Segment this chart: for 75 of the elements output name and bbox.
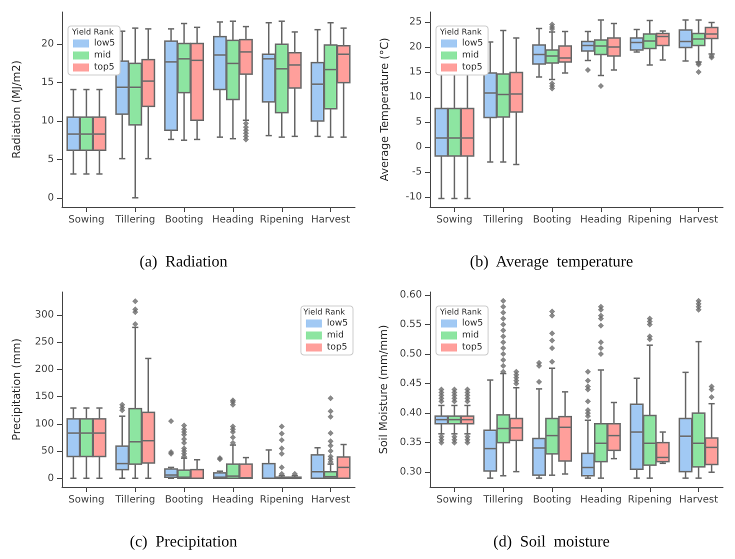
y-tick-label: 10 <box>409 92 422 102</box>
text: (b) Average temperature <box>470 254 634 270</box>
x-tick-label: Ripening <box>260 494 304 506</box>
y-tick-label: 0.40 <box>400 408 422 419</box>
legend-label: top5 <box>326 342 348 352</box>
legend-title: Yield Rank <box>71 28 114 36</box>
y-tick-label: 5 <box>48 154 54 165</box>
legend-label: low5 <box>462 318 484 328</box>
y-tick-label: 200 <box>34 364 54 375</box>
x-tick-label: Heading <box>212 214 254 226</box>
legend-label: low5 <box>326 318 348 328</box>
x-tick-label: Sowing <box>436 494 472 506</box>
y-tick-label: -5 <box>412 166 422 178</box>
y-tick-label: 25 <box>409 16 422 28</box>
x-tick-label: Sowing <box>68 214 104 226</box>
legend-label: top5 <box>462 342 482 352</box>
y-tick-label: 0.35 <box>400 437 422 448</box>
y-tick-label: -10 <box>406 192 422 202</box>
legend-title: Yield Rank <box>439 308 482 316</box>
y-axis-title: Radiation (MJ/m2) <box>10 60 23 159</box>
y-axis-title: Average Temperature (°C) <box>378 38 391 182</box>
y-axis-title: Soil Moisture (mm/mm) <box>376 324 390 454</box>
y-tick-label: 0 <box>48 192 54 204</box>
y-tick-label: 250 <box>34 336 54 348</box>
y-tick-label: 150 <box>34 391 54 402</box>
x-tick-label: Ripening <box>628 494 672 506</box>
text: (d) Soil moisture <box>493 534 610 550</box>
legend-label: mid <box>94 50 111 60</box>
legend-label: top5 <box>94 62 114 72</box>
x-tick-label: Heading <box>580 214 622 226</box>
x-tick-label: Harvest <box>679 214 718 226</box>
x-tick-label: Tillering <box>114 494 156 506</box>
y-tick-label: 0.50 <box>400 348 422 360</box>
x-tick-label: Booting <box>164 214 204 226</box>
y-tick-label: 300 <box>34 309 54 320</box>
y-tick-label: 50 <box>41 446 54 457</box>
text: (c) Precipitation <box>130 534 238 550</box>
legend-label: mid <box>462 50 479 60</box>
legend-title: Yield Rank <box>302 308 346 316</box>
legend-label: mid <box>326 330 344 340</box>
y-tick-label: 20 <box>41 38 54 50</box>
y-tick-label: 0.55 <box>400 319 422 330</box>
x-tick-label: Sowing <box>436 214 472 226</box>
x-tick-label: Harvest <box>311 494 350 506</box>
y-tick-label: 10 <box>41 116 54 127</box>
legend-label: low5 <box>462 38 484 48</box>
x-tick-label: Ripening <box>628 214 672 226</box>
y-tick-label: 15 <box>41 77 54 88</box>
legend-label: top5 <box>462 62 482 72</box>
legend-label: mid <box>462 330 479 340</box>
x-tick-label: Tillering <box>482 214 524 226</box>
y-tick-label: 100 <box>34 418 54 430</box>
x-tick-label: Booting <box>532 214 572 226</box>
x-tick-label: Heading <box>212 494 254 506</box>
legend-label: low5 <box>94 38 116 48</box>
y-tick-label: 15 <box>409 66 422 78</box>
y-tick-label: 0.45 <box>400 378 422 390</box>
x-tick-label: Booting <box>164 494 204 506</box>
x-tick-label: Booting <box>532 494 572 506</box>
x-tick-label: Heading <box>580 494 622 506</box>
y-tick-label: 5 <box>416 116 422 128</box>
x-tick-label: Sowing <box>68 494 104 506</box>
legend-title: Yield Rank <box>439 28 482 36</box>
x-tick-label: Harvest <box>311 214 350 226</box>
y-tick-label: 0.30 <box>400 466 422 478</box>
y-tick-label: 20 <box>409 42 422 52</box>
y-tick-label: 0 <box>416 142 422 152</box>
x-tick-label: Harvest <box>679 494 718 506</box>
x-tick-label: Tillering <box>114 214 156 226</box>
y-tick-label: 0.60 <box>400 289 422 300</box>
text: (a) Radiation <box>140 254 228 270</box>
x-tick-label: Tillering <box>482 494 524 506</box>
y-axis-title: Precipitation (mm) <box>10 338 23 441</box>
y-tick-label: 0 <box>48 472 54 484</box>
x-tick-label: Ripening <box>260 214 304 226</box>
